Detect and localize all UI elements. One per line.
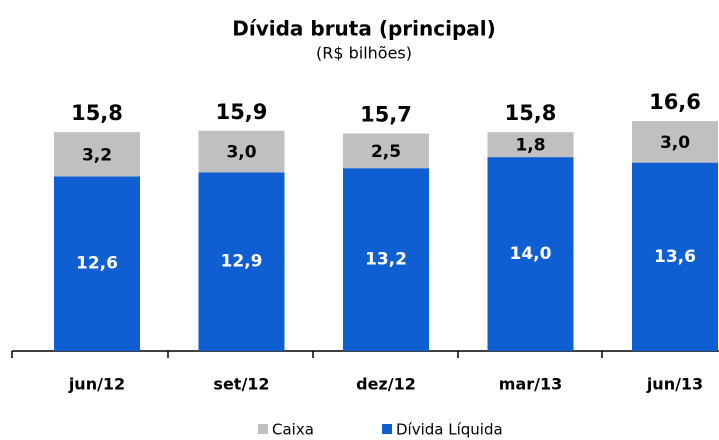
value-label: 2,5 <box>371 142 401 162</box>
legend-swatch <box>258 424 268 434</box>
value-label: 13,2 <box>365 250 407 270</box>
bar-segment <box>54 132 140 177</box>
x-tick-label: jun/12 <box>68 375 125 394</box>
x-tick-label: mar/13 <box>499 375 562 394</box>
value-label: 3,0 <box>226 143 256 163</box>
value-label: 13,6 <box>654 247 696 267</box>
bar-segment <box>487 157 574 351</box>
value-label: 3,2 <box>82 145 112 165</box>
total-label: 15,8 <box>505 101 557 125</box>
total-label: 16,6 <box>649 90 701 114</box>
bar-segment <box>343 133 429 169</box>
chart-title: Dívida bruta (principal) <box>232 17 496 41</box>
chart-subtitle: (R$ bilhões) <box>316 44 412 63</box>
legend-label: Caixa <box>272 421 314 439</box>
value-label: 12,6 <box>76 254 118 274</box>
x-tick-label: set/12 <box>213 375 269 394</box>
total-label: 15,7 <box>360 103 412 127</box>
total-label: 15,8 <box>71 101 123 125</box>
total-label: 15,9 <box>216 100 268 124</box>
bar-segment <box>54 176 140 351</box>
bar-segment <box>487 132 574 158</box>
category-separators <box>11 351 603 358</box>
legend-label: Dívida Líquida <box>396 421 503 439</box>
bar-segment <box>198 172 285 351</box>
value-label: 1,8 <box>515 136 545 156</box>
bar-segment <box>198 130 285 173</box>
x-tick-label: dez/12 <box>356 375 416 394</box>
value-label: 12,9 <box>221 252 263 272</box>
x-tick-label: jun/13 <box>646 375 703 394</box>
bar-segment <box>632 121 718 163</box>
value-label: 14,0 <box>510 244 552 264</box>
bar-segment <box>343 168 429 351</box>
bar-segment <box>632 162 718 351</box>
legend-swatch <box>382 424 392 434</box>
value-label: 3,0 <box>660 133 690 153</box>
